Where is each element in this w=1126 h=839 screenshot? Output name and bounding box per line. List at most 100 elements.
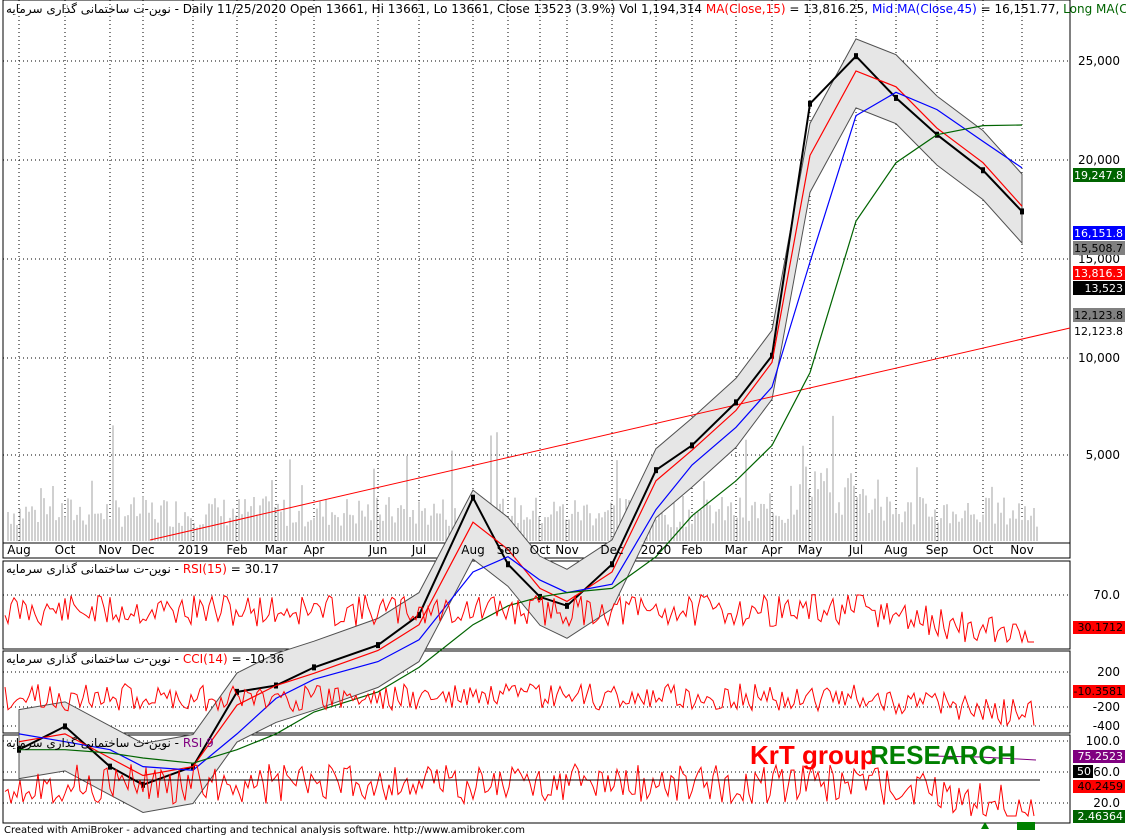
x-tick-label: Nov <box>555 543 578 557</box>
x-tick-label: Aug <box>884 543 907 557</box>
svg-text:50: 50 <box>1077 765 1091 778</box>
header-part: = 16,151.77, <box>977 2 1063 16</box>
x-tick-label: Mar <box>265 543 288 557</box>
x-tick-label: Aug <box>7 543 30 557</box>
price-candle <box>471 494 475 501</box>
price-candle <box>108 763 112 770</box>
price-candle <box>654 467 658 474</box>
price-y-tick: 15,000 <box>1078 252 1120 266</box>
price-value-tag: 12,123.8 <box>1073 324 1125 338</box>
x-tick-label: Oct <box>530 543 551 557</box>
indicator-lines <box>3 593 1040 830</box>
rsi9-ma-line <box>929 755 1037 761</box>
price-candle <box>235 688 239 695</box>
price-candle <box>610 561 614 568</box>
x-tick-label: Oct <box>55 543 76 557</box>
watermark-krt: KrT group <box>750 740 876 770</box>
indicator-y-tick: -400 <box>1093 719 1120 733</box>
x-tick-label: Feb <box>681 543 702 557</box>
x-tick-label: Jul <box>848 543 863 557</box>
header-part: RSI 9 <box>183 736 214 750</box>
price-candle <box>854 53 858 60</box>
rsi15-panel-header: نوین-ت ساختمانی گذاری سرمایه - RSI(15) =… <box>6 562 279 577</box>
price-value-tag: 19,247.8 <box>1073 168 1125 182</box>
svg-text:75.2523: 75.2523 <box>1078 750 1124 763</box>
price-candle <box>312 664 316 671</box>
price-value-tag: 16,151.8 <box>1073 226 1125 240</box>
x-tick-label: Nov <box>98 543 121 557</box>
indicator-y-tick: 100.0 <box>1086 734 1120 748</box>
header-part: Mid MA(Close,45) <box>872 2 977 16</box>
price-value-tag: 15,508.7 <box>1073 241 1125 255</box>
svg-text:15,508.7: 15,508.7 <box>1074 242 1123 255</box>
x-tick-label: Sep <box>497 543 520 557</box>
indicator-value-tag: 50 <box>1073 765 1093 778</box>
header-part: نوین-ت ساختمانی گذاری سرمایه - Daily 11/… <box>6 2 706 17</box>
price-candle <box>981 167 985 174</box>
svg-text:13,816.3: 13,816.3 <box>1074 267 1123 280</box>
x-tick-label: Sep <box>926 543 949 557</box>
header-part: = -10.36 <box>228 652 284 666</box>
grid-lines <box>3 0 1070 804</box>
x-tick-label: Dec <box>600 543 623 557</box>
header-part: MA(Close,15) <box>706 2 786 16</box>
indicator-y-tick: 70.0 <box>1093 588 1120 602</box>
x-tick-label: Apr <box>762 543 783 557</box>
value-tags: 19,247.8 16,151.8 15,508.7 13,816.3 13,523 12… <box>1073 168 1125 823</box>
x-tick-label: Apr <box>304 543 325 557</box>
x-tick-label: Dec <box>131 543 154 557</box>
header-part: = 30.17 <box>227 562 279 576</box>
indicator-value-tag: 30.1712 <box>1073 621 1125 634</box>
header-part: نوین-ت ساختمانی گذاری سرمایه - <box>6 736 183 751</box>
svg-text:30.1712: 30.1712 <box>1078 621 1124 634</box>
svg-text:40.2459: 40.2459 <box>1078 780 1124 793</box>
svg-text:16,151.8: 16,151.8 <box>1074 227 1123 240</box>
header-part: CCI(14) <box>183 652 228 666</box>
price-value-tag: 12,123.8 <box>1073 308 1125 322</box>
indicator-y-tick: 20.0 <box>1093 796 1120 810</box>
x-tick-label: Jul <box>411 543 426 557</box>
price-value-tag: 13,816.3 <box>1073 266 1125 280</box>
x-tick-label: Feb <box>226 543 247 557</box>
header-part: Long MA(Close,100) <box>1063 2 1126 16</box>
cci-panel[interactable] <box>2 650 1071 734</box>
footer-credit: Created with AmiBroker - advanced charti… <box>4 825 526 836</box>
bollinger-band <box>18 38 1023 813</box>
header-part: نوین-ت ساختمانی گذاری سرمایه - <box>6 562 183 577</box>
price-candle <box>1020 208 1024 215</box>
price-candle <box>141 781 145 788</box>
price-candle <box>417 612 421 619</box>
rsi15-line <box>4 593 1034 644</box>
indicator-value-tag: -10.3581 <box>1073 685 1125 698</box>
price-candle <box>808 100 812 107</box>
indicator-value-tag: 75.2523 <box>1073 750 1125 763</box>
price-y-tick: 10,000 <box>1078 351 1120 365</box>
price-candle <box>770 352 774 359</box>
price-candle <box>506 561 510 568</box>
indicator-y-tick: -200 <box>1093 700 1120 714</box>
cci-line <box>4 682 1035 727</box>
price-candle <box>894 94 898 101</box>
price-candle <box>376 642 380 649</box>
svg-text:12,123.8: 12,123.8 <box>1074 309 1123 322</box>
series-line-1 <box>18 70 1023 777</box>
cci-panel-header: نوین-ت ساختمانی گذاری سرمایه - CCI(14) =… <box>6 652 284 667</box>
indicator-y-tick: 200 <box>1097 665 1120 679</box>
x-tick-label: Jun <box>368 543 388 557</box>
price-y-tick: 25,000 <box>1078 54 1120 68</box>
x-axis-labels: Aug Oct Nov Dec 2019 Feb Mar Apr Jun Jul Aug Sep Oct… <box>7 543 1033 557</box>
header-part: نوین-ت ساختمانی گذاری سرمایه - <box>6 652 183 667</box>
price-value-tag: 13,523 <box>1073 281 1125 295</box>
price-candle <box>734 399 738 406</box>
price-candle <box>63 723 67 730</box>
svg-text:12,123.8: 12,123.8 <box>1074 325 1123 338</box>
trend-line <box>149 327 1071 541</box>
price-candle <box>565 602 569 609</box>
rsi9-line <box>4 762 1035 818</box>
bollinger-band-area <box>18 38 1023 813</box>
price-y-tick: 20,000 <box>1078 153 1120 167</box>
header-part: = 13,816.25, <box>786 2 872 16</box>
watermark-research: RESEARCH <box>870 740 1016 770</box>
header-part: RSI(15) <box>183 562 227 576</box>
